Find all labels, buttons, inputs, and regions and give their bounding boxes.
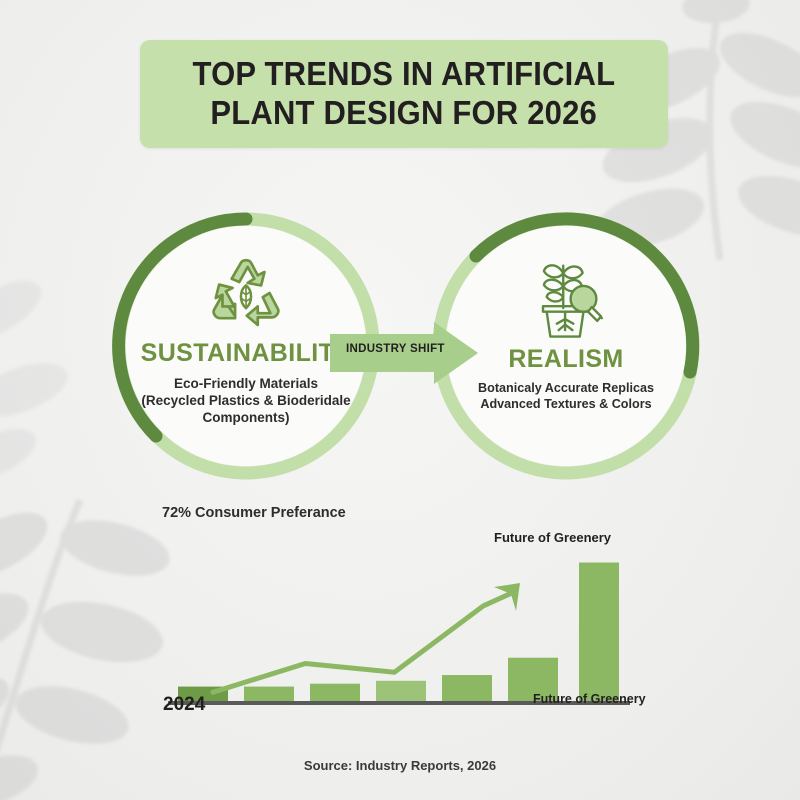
sustainability-heading: SUSTAINABILITY — [140, 339, 352, 367]
realism-content: REALISM Botanicaly Accurate Replicas Adv… — [445, 225, 687, 467]
arrow-shape-icon — [330, 322, 478, 384]
source-note: Source: Industry Reports, 2026 — [303, 758, 497, 773]
page-title-line-2: PLANT DESIGN FOR 2026 — [210, 94, 598, 131]
chart-trend-line — [210, 589, 517, 695]
chart-bar — [376, 680, 426, 701]
page-title-line-1: TOP TRENDS IN ARTIFICIAL — [192, 55, 616, 93]
chart-bar — [310, 683, 360, 701]
sustainability-content: SUSTAINABILITY Eco-Friendly Materials (R… — [125, 225, 367, 467]
growth-bar-chart — [160, 520, 660, 740]
chart-year-label: 2024 — [163, 694, 206, 715]
consumer-preference-stat: 72% Consumer Preferance — [162, 505, 346, 521]
recycle-leaf-icon — [212, 258, 280, 327]
industry-shift-arrow: INDUSTRY SHIFT — [330, 322, 480, 384]
realism-heading: REALISM — [508, 345, 624, 373]
chart-trend-arrowhead — [494, 583, 520, 611]
chart-bar — [579, 562, 619, 701]
chart-top-annotation: Future of Greenery — [494, 530, 612, 545]
page-title: TOP TRENDS IN ARTIFICIAL PLANT DESIGN FO… — [140, 40, 668, 148]
realism-subtext: Botanicaly Accurate Replicas Advanced Te… — [478, 381, 654, 411]
chart-bar — [244, 686, 294, 701]
chart-bar — [442, 675, 492, 701]
chart-baseline-annotation: Future of Greenery — [533, 692, 646, 706]
industry-shift-label: INDUSTRY SHIFT — [346, 343, 445, 355]
chart-svg — [168, 562, 630, 705]
chart-bars — [178, 562, 619, 701]
sustainability-subtext: Eco-Friendly Materials (Recycled Plastic… — [141, 376, 351, 426]
potted-plant-magnifier-icon — [541, 264, 604, 338]
chart-bar — [508, 657, 558, 701]
